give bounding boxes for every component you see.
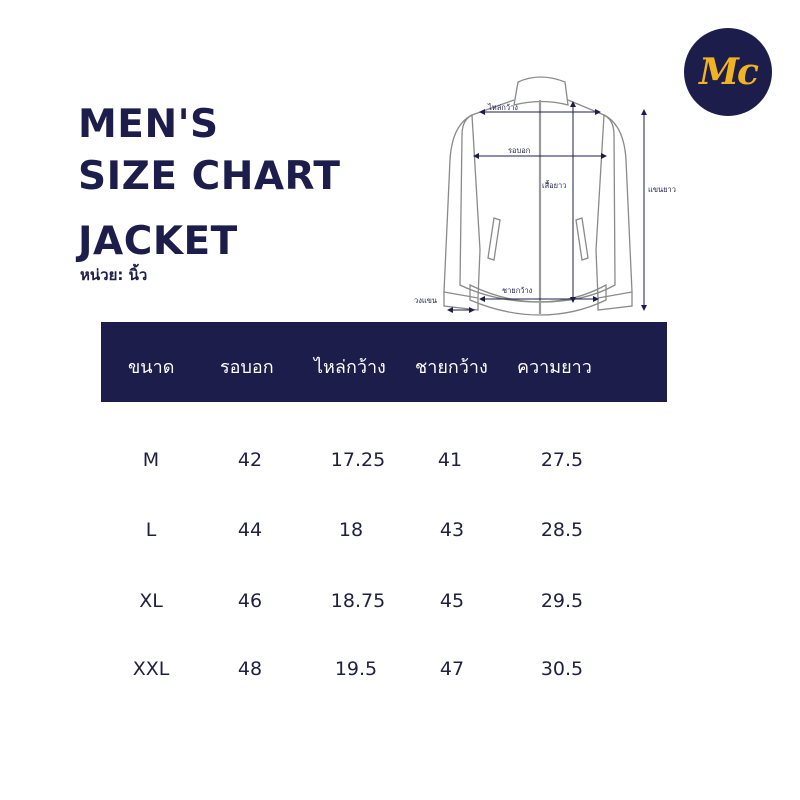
header-length: ความยาว xyxy=(517,357,592,378)
header-hem: ชายกว้าง xyxy=(415,357,488,378)
unit-label: หน่วย: นิ้ว xyxy=(80,266,148,284)
cell-shoulder: 18.75 xyxy=(330,590,386,612)
cell-shoulder: 19.5 xyxy=(334,658,378,680)
title-jacket: JACKET xyxy=(78,219,238,264)
label-hem: ชายกว้าง xyxy=(502,286,533,295)
label-shoulder: ไหล่กว้าง xyxy=(487,103,518,112)
title-mens: MEN'S xyxy=(78,102,219,147)
label-body-length: เสื้อยาว xyxy=(542,180,566,190)
cell-hem: 41 xyxy=(437,449,463,471)
label-cuff: วงแขน xyxy=(414,296,437,305)
cell-chest: 48 xyxy=(237,658,263,680)
label-sleeve-length: แขนยาว xyxy=(648,185,676,194)
cell-hem: 43 xyxy=(439,519,465,541)
title-size-chart: SIZE CHART xyxy=(78,154,341,199)
cell-length: 28.5 xyxy=(540,519,584,541)
table-header xyxy=(101,322,667,402)
cell-chest: 46 xyxy=(237,590,263,612)
label-chest: รอบอก xyxy=(508,146,530,155)
cell-size: XXL xyxy=(132,658,170,680)
cell-shoulder: 18 xyxy=(338,519,364,541)
logo-text: Mc xyxy=(699,51,759,93)
cell-length: 30.5 xyxy=(540,658,584,680)
cell-size: L xyxy=(145,519,157,541)
cell-size: XL xyxy=(139,590,163,612)
cell-chest: 44 xyxy=(237,519,263,541)
cell-chest: 42 xyxy=(237,449,263,471)
cell-length: 27.5 xyxy=(540,449,584,471)
header-chest: รอบอก xyxy=(220,357,274,378)
jacket-diagram: ไหล่กว้าง รอบอก เสื้อยาว แขนยาว ชายกว้าง… xyxy=(414,76,676,316)
header-shoulder: ไหล่กว้าง xyxy=(314,357,386,378)
cell-length: 29.5 xyxy=(540,590,584,612)
measure-lines xyxy=(447,101,647,313)
header-size: ขนาด xyxy=(128,357,175,378)
cell-shoulder: 17.25 xyxy=(330,449,386,471)
cell-size: M xyxy=(142,449,160,471)
cell-hem: 47 xyxy=(439,658,465,680)
brand-logo: Mc xyxy=(684,28,772,116)
jacket-outline xyxy=(443,76,633,316)
cell-hem: 45 xyxy=(439,590,465,612)
